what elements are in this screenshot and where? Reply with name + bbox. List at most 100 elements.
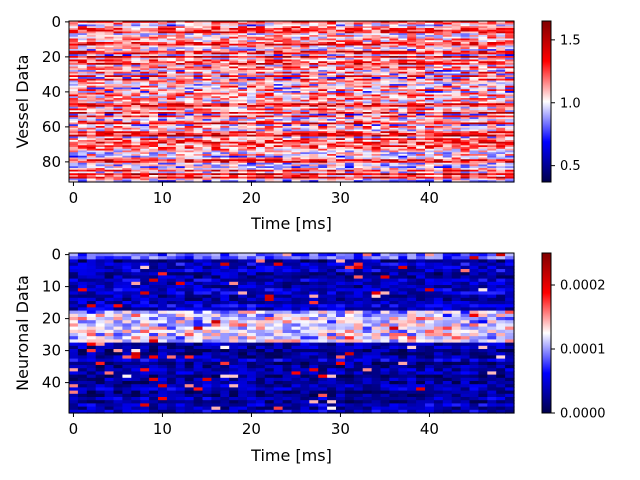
heatmap-cell [238,157,248,160]
heatmap-cell [264,38,275,41]
heatmap-cell [362,134,373,138]
heatmap-cell [505,66,515,69]
heatmap-cell [460,269,471,273]
heatmap-cell [433,36,444,40]
heatmap-cell [362,56,373,59]
heatmap-cell [478,73,488,76]
heatmap-cell [380,120,390,124]
heatmap-cell [451,84,462,87]
heatmap-cell [389,147,399,150]
heatmap-cell [220,33,230,36]
heatmap-cell [69,112,79,115]
heatmap-cell [86,31,97,34]
heatmap-cell [371,152,382,155]
heatmap-cell [229,157,239,160]
heatmap-cell [407,96,417,99]
heatmap-cell [238,166,248,169]
heatmap-cell [327,265,337,270]
heatmap-cell [69,180,79,183]
heatmap-cell [336,61,346,64]
heatmap-cell [220,92,230,96]
heatmap-cell [380,64,390,68]
heatmap-cell [86,136,97,139]
heatmap-cell [353,178,364,181]
heatmap-cell [184,38,195,41]
heatmap-cell [478,61,488,64]
heatmap-cell [69,42,79,45]
heatmap-cell [184,122,195,125]
heatmap-cell [158,36,168,40]
heatmap-cell [442,272,453,276]
heatmap-cell [255,178,266,181]
heatmap-cell [131,21,141,24]
heatmap-cell [451,136,462,139]
heatmap-cell [255,29,266,33]
heatmap-cell [353,152,364,155]
heatmap-cell [273,124,284,127]
heatmap-cell [371,259,382,264]
heatmap-cell [478,101,488,104]
heatmap-cell [193,259,204,264]
heatmap-cell [220,262,230,267]
heatmap-cell [202,180,212,183]
heatmap-cell [460,253,471,257]
heatmap-cell [380,143,390,146]
heatmap-cell [487,122,497,125]
heatmap-cell [425,26,435,29]
heatmap-cell [104,154,115,157]
heatmap-cell [95,126,106,129]
heatmap-cell [416,49,426,52]
heatmap-cell [478,98,488,101]
heatmap-cell [371,29,382,33]
heatmap-cell [425,52,435,55]
heatmap-cell [487,40,497,43]
heatmap-cell [175,154,186,157]
heatmap-cell [496,92,506,96]
heatmap-cell [291,31,301,34]
heatmap-cell [433,49,444,52]
heatmap-cell [451,175,462,178]
heatmap-cell [309,138,319,141]
heatmap-cell [451,78,462,82]
heatmap-cell [407,259,417,264]
heatmap-cell [166,101,177,104]
heatmap-cell [149,92,159,96]
heatmap-cell [425,178,435,181]
heatmap-cell [131,106,141,110]
heatmap-cell [220,66,230,69]
heatmap-cell [193,157,204,160]
heatmap-cell [442,91,453,94]
heatmap-cell [86,57,97,61]
heatmap-cell [140,154,150,157]
heatmap-cell [416,154,426,157]
heatmap-cell [149,75,159,78]
heatmap-cell [469,99,479,103]
heatmap-cell [77,29,88,33]
heatmap-cell [149,96,159,99]
heatmap-cell [175,122,186,125]
heatmap-cell [487,141,497,145]
heatmap-cell [353,89,364,92]
heatmap-cell [318,28,328,31]
heatmap-cell [433,157,444,160]
heatmap-cell [122,134,132,138]
heatmap-cell [336,101,346,104]
heatmap-cell [113,73,123,76]
heatmap-cell [389,269,399,273]
heatmap-cell [282,136,293,139]
heatmap-cell [336,148,346,152]
heatmap-cell [327,168,337,171]
heatmap-cell [86,96,97,99]
heatmap-cell [238,82,248,85]
heatmap-cell [291,40,301,43]
heatmap-cell [104,45,115,48]
heatmap-cell [113,272,123,276]
heatmap-cell [166,275,177,280]
heatmap-cell [202,84,212,87]
heatmap-cell [202,112,212,115]
heatmap-cell [113,91,123,94]
heatmap-cell [478,147,488,150]
heatmap-cell [344,24,355,27]
heatmap-cell [309,161,319,164]
heatmap-cell [149,21,159,24]
